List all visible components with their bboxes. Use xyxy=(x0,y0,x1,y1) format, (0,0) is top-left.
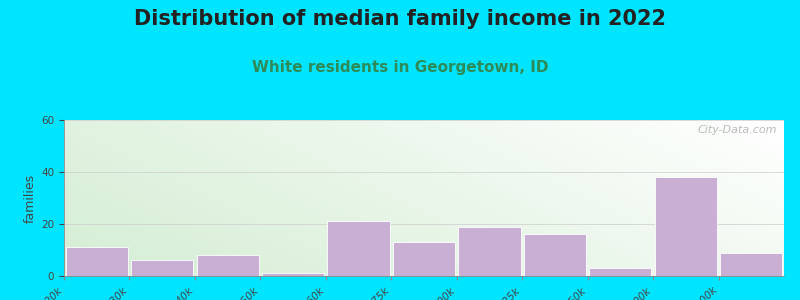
Bar xyxy=(262,273,324,276)
Y-axis label: families: families xyxy=(24,173,37,223)
Bar xyxy=(524,234,586,276)
Bar xyxy=(66,248,128,276)
Text: City-Data.com: City-Data.com xyxy=(698,125,777,135)
Bar xyxy=(654,177,717,276)
Text: White residents in Georgetown, ID: White residents in Georgetown, ID xyxy=(252,60,548,75)
Bar xyxy=(458,226,521,276)
Bar xyxy=(393,242,455,276)
Bar xyxy=(131,260,194,276)
Text: Distribution of median family income in 2022: Distribution of median family income in … xyxy=(134,9,666,29)
Bar xyxy=(197,255,258,276)
Bar xyxy=(720,253,782,276)
Bar xyxy=(327,221,390,276)
Bar xyxy=(590,268,651,276)
